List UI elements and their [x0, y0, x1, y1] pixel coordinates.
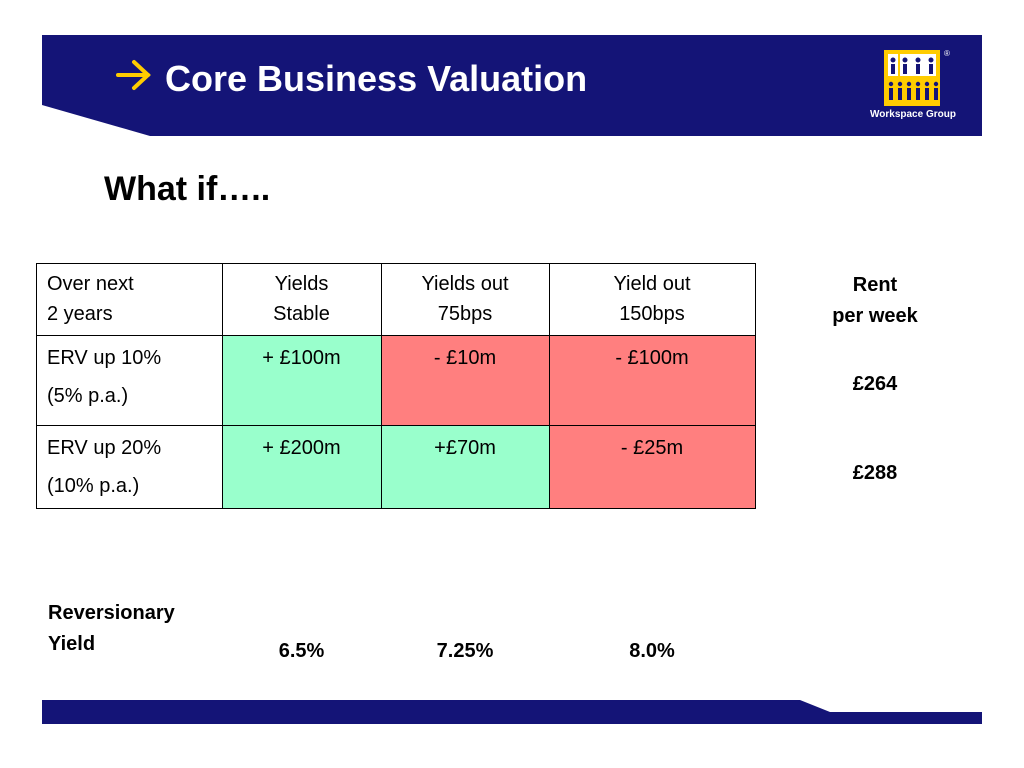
rent-label: per week — [832, 305, 918, 327]
rent-label: Rent — [852, 274, 898, 296]
logo-mark: ® — [944, 49, 950, 58]
header-text: 2 years — [47, 303, 113, 325]
value-cell — [549, 425, 756, 509]
value-text: + £200m — [262, 437, 341, 459]
yield-value: 6.5% — [278, 640, 325, 662]
value-cell — [381, 425, 550, 509]
logo-text: Workspace Group — [870, 109, 956, 120]
row-label: (5% p.a.) — [47, 385, 129, 407]
header-text: Yields — [274, 273, 329, 295]
slide-title: Core Business Valuation — [165, 58, 588, 99]
value-cell — [222, 425, 382, 509]
yield-value: 7.25% — [436, 640, 494, 662]
value-text: +£70m — [434, 437, 496, 459]
header-band — [42, 35, 982, 136]
header-text: Yields out — [421, 273, 509, 295]
header-text: Yield out — [613, 273, 691, 295]
row-label: ERV up 10% — [47, 347, 162, 369]
logo — [884, 50, 940, 106]
yield-value: 8.0% — [629, 640, 675, 662]
value-text: - £25m — [620, 437, 684, 459]
value-text: - £100m — [615, 347, 689, 369]
header-text: Over next — [47, 273, 134, 295]
rent-value: £264 — [852, 373, 898, 395]
footer-band — [42, 700, 982, 724]
header-text: Stable — [273, 303, 330, 325]
title-arrow — [116, 60, 151, 90]
row-label: (10% p.a.) — [47, 475, 140, 497]
row-label: ERV up 20% — [47, 437, 162, 459]
yield-label: Reversionary — [48, 602, 175, 624]
yield-label: Yield — [48, 633, 96, 655]
header-text: 150bps — [619, 303, 685, 325]
rent-value: £288 — [852, 462, 898, 484]
header-text: 75bps — [437, 303, 493, 325]
value-text: - £10m — [433, 347, 497, 369]
value-text: + £100m — [262, 347, 341, 369]
subtitle: What if….. — [104, 170, 271, 208]
